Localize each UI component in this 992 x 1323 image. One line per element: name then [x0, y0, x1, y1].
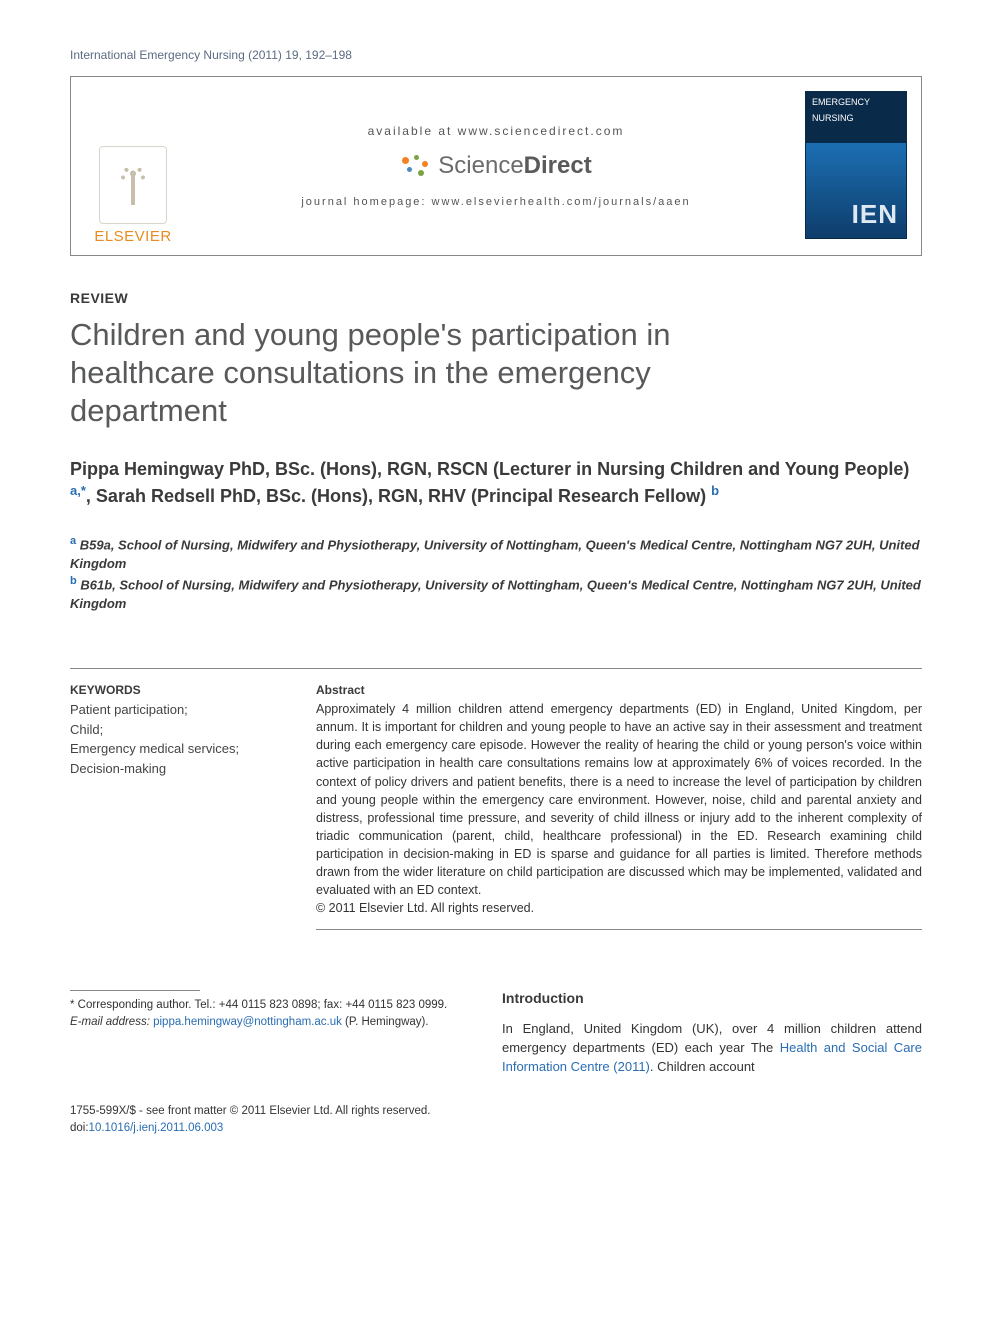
abstract-copyright: © 2011 Elsevier Ltd. All rights reserved… — [316, 901, 922, 915]
cover-title-line1: EMERGENCY — [812, 98, 900, 108]
author-2-affiliation-sup[interactable]: b — [711, 483, 719, 498]
corresponding-tel-fax: * Corresponding author. Tel.: +44 0115 8… — [70, 997, 468, 1013]
elsevier-wordmark: ELSEVIER — [85, 228, 181, 245]
sd-word-bold: Direct — [524, 152, 592, 179]
publication-footer: 1755-599X/$ - see front matter © 2011 El… — [70, 1103, 922, 1138]
keywords-column: KEYWORDS Patient participation; Child; E… — [70, 668, 282, 930]
keyword-item: Decision-making — [70, 759, 282, 779]
elsevier-tree-icon — [99, 146, 167, 224]
article-title: Children and young people's participatio… — [70, 316, 750, 429]
keywords-list: Patient participation; Child; Emergency … — [70, 700, 282, 778]
elsevier-logo: ELSEVIER — [85, 146, 181, 245]
journal-header-box: ELSEVIER EMERGENCY NURSING IEN available… — [70, 76, 922, 256]
corresponding-email-line: E-mail address: pippa.hemingway@nottingh… — [70, 1014, 468, 1030]
author-separator: , — [86, 486, 96, 506]
sciencedirect-wordmark: ScienceDirect — [438, 152, 591, 180]
keywords-abstract-row: KEYWORDS Patient participation; Child; E… — [70, 668, 922, 930]
affiliation-b-sup: b — [70, 575, 77, 587]
citation-line: International Emergency Nursing (2011) 1… — [70, 48, 922, 62]
author-2-name: Sarah Redsell PhD, BSc. (Hons), RGN, RHV… — [96, 486, 706, 506]
keyword-item: Child; — [70, 720, 282, 740]
affiliation-b: b B61b, School of Nursing, Midwifery and… — [70, 574, 922, 614]
email-suffix: (P. Hemingway). — [342, 1016, 429, 1028]
introduction-text: In England, United Kingdom (UK), over 4 … — [502, 1020, 922, 1077]
available-at-line: available at www.sciencedirect.com — [368, 124, 625, 138]
journal-homepage-line: journal homepage: www.elsevierhealth.com… — [301, 196, 690, 208]
cover-title-line2: NURSING — [812, 114, 900, 124]
email-link[interactable]: pippa.hemingway@nottingham.ac.uk — [153, 1016, 342, 1028]
front-matter-line: 1755-599X/$ - see front matter © 2011 El… — [70, 1103, 922, 1120]
keyword-item: Patient participation; — [70, 700, 282, 720]
author-1-name: Pippa Hemingway PhD, BSc. (Hons), RGN, R… — [70, 459, 909, 479]
author-list: Pippa Hemingway PhD, BSc. (Hons), RGN, R… — [70, 457, 922, 508]
keywords-heading: KEYWORDS — [70, 683, 282, 697]
doi-link[interactable]: 10.1016/j.ienj.2011.06.003 — [89, 1122, 224, 1134]
cover-acronym: IEN — [852, 199, 898, 230]
doi-label: doi: — [70, 1122, 89, 1134]
intro-text-after: . Children account — [650, 1059, 755, 1074]
journal-cover-thumbnail: EMERGENCY NURSING IEN — [805, 91, 907, 239]
abstract-text: Approximately 4 million children attend … — [316, 700, 922, 899]
affiliation-a-text: B59a, School of Nursing, Midwifery and P… — [70, 537, 920, 571]
keyword-item: Emergency medical services; — [70, 739, 282, 759]
body-two-column: * Corresponding author. Tel.: +44 0115 8… — [70, 990, 922, 1077]
corresponding-author-footnote: * Corresponding author. Tel.: +44 0115 8… — [70, 997, 468, 1029]
footnote-column: * Corresponding author. Tel.: +44 0115 8… — [70, 990, 468, 1077]
affiliation-block: a B59a, School of Nursing, Midwifery and… — [70, 534, 922, 614]
author-1-affiliation-sup[interactable]: a, — [70, 483, 81, 498]
abstract-column: Abstract Approximately 4 million childre… — [316, 668, 922, 930]
introduction-heading: Introduction — [502, 990, 922, 1006]
sd-word-plain: Science — [438, 152, 523, 179]
doi-line: doi:10.1016/j.ienj.2011.06.003 — [70, 1120, 922, 1137]
footnote-rule — [70, 990, 200, 991]
sciencedirect-logo[interactable]: ScienceDirect — [400, 152, 591, 180]
email-label: E-mail address: — [70, 1016, 150, 1028]
introduction-column: Introduction In England, United Kingdom … — [502, 990, 922, 1077]
affiliation-a: a B59a, School of Nursing, Midwifery and… — [70, 534, 922, 574]
abstract-heading: Abstract — [316, 683, 922, 697]
sciencedirect-dots-icon — [400, 155, 430, 177]
article-type-label: REVIEW — [70, 290, 922, 306]
affiliation-b-text: B61b, School of Nursing, Midwifery and P… — [70, 577, 921, 611]
page-container: International Emergency Nursing (2011) 1… — [0, 0, 992, 1177]
